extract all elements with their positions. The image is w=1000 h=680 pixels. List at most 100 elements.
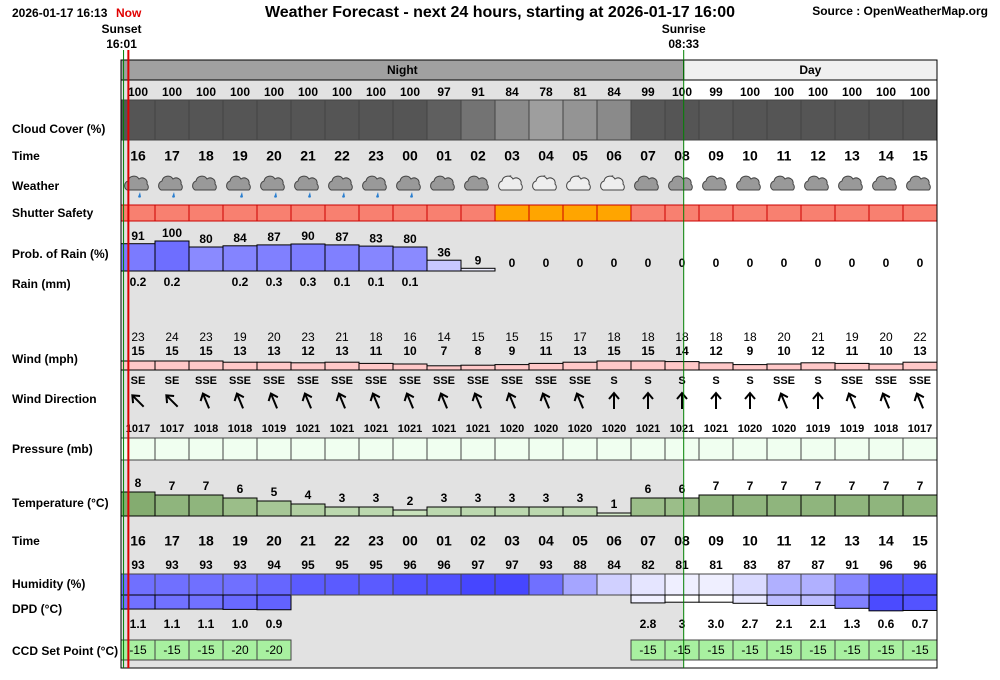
cloud-value: 100 (230, 85, 250, 99)
wind-arrow (573, 392, 585, 409)
temp-value: 7 (781, 479, 788, 493)
rain-prob-bar (290, 243, 326, 272)
wind-dir: SSE (569, 375, 591, 387)
wind-arrow (676, 391, 688, 409)
humidity-value: 96 (879, 558, 893, 572)
temp-bar (154, 494, 190, 517)
raindrop (376, 192, 379, 198)
hour: 14 (878, 148, 894, 164)
dpd-cell (902, 594, 938, 611)
rain-prob-value: 0 (747, 256, 754, 270)
rain-mm-value: 0.1 (402, 275, 419, 289)
pressure-value: 1021 (466, 423, 490, 435)
dpd-value: 0.9 (266, 617, 283, 631)
cloud-value: 100 (774, 85, 794, 99)
shutter-cell (358, 204, 394, 222)
rain-prob-value: 87 (335, 230, 349, 244)
humidity-value: 87 (811, 558, 825, 572)
humidity-value: 95 (301, 558, 315, 572)
cloud (872, 175, 897, 191)
wind-dir: S (746, 375, 753, 387)
wind-gust: 20 (879, 330, 893, 344)
dpd-cell (222, 594, 258, 610)
pressure-value: 1019 (840, 423, 864, 435)
raindrop (308, 192, 311, 198)
hour: 23 (368, 533, 384, 549)
temp-value: 3 (373, 491, 380, 505)
temp-bar (596, 512, 632, 517)
rain-prob-value: 90 (301, 229, 315, 243)
weather-icon (600, 174, 625, 191)
wind-speed: 15 (607, 344, 621, 358)
dpd-value: 3.0 (708, 617, 725, 631)
wind-bar (834, 362, 870, 371)
shutter-cell (766, 204, 802, 222)
row-label: Pressure (mb) (12, 442, 93, 456)
temp-bar (392, 509, 428, 517)
humidity-cell (392, 573, 428, 596)
raindrop (342, 192, 345, 198)
humidity-value: 84 (607, 558, 621, 572)
wind-arrow (301, 392, 313, 409)
shutter-cell (426, 204, 462, 222)
arrow (913, 392, 925, 409)
hour: 16 (130, 148, 146, 164)
humidity-cell (188, 573, 224, 596)
shutter-cell (222, 204, 258, 222)
shutter-cell (460, 204, 496, 222)
hour: 11 (777, 533, 792, 549)
wind-dir: S (644, 375, 651, 387)
weather-icon (430, 175, 455, 191)
pressure-cell (222, 437, 258, 461)
cloud-value: 84 (505, 85, 519, 99)
humidity-value: 97 (505, 558, 519, 572)
rain-prob-value: 0 (509, 256, 516, 270)
hour: 00 (402, 148, 418, 164)
cloud-cell (766, 99, 802, 141)
temp-bar (800, 494, 836, 517)
cloud (124, 175, 149, 191)
rain-prob-value: 0 (679, 256, 686, 270)
pressure-value: 1021 (670, 423, 694, 435)
cloud-cell (290, 99, 326, 141)
temp-value: 6 (237, 482, 244, 496)
cloud (498, 175, 523, 191)
pressure-cell (562, 437, 598, 461)
wind-arrow (812, 391, 824, 409)
wind-speed: 13 (267, 344, 281, 358)
arrow (267, 392, 279, 409)
row-label: Time (12, 149, 40, 163)
wind-bar (494, 364, 530, 371)
pressure-cell (596, 437, 632, 461)
dpd-cell (868, 594, 904, 612)
wind-arrow (403, 392, 415, 409)
wind-dir: SSE (773, 375, 795, 387)
shutter-cell (630, 204, 666, 222)
humidity-cell (562, 573, 598, 596)
hour: 18 (198, 533, 214, 549)
cloud-cell (188, 99, 224, 141)
wind-arrow (879, 392, 891, 409)
arrow (335, 392, 347, 409)
wind-gust: 18 (641, 330, 655, 344)
humidity-value: 91 (845, 558, 859, 572)
weather-icon (872, 175, 897, 191)
cloud (906, 175, 931, 191)
wind-bar (460, 364, 496, 371)
wind-speed: 10 (777, 344, 791, 358)
raindrop (274, 192, 277, 198)
arrow (369, 392, 381, 409)
weather-icon (192, 175, 217, 191)
pressure-value: 1020 (602, 423, 626, 435)
humidity-value: 93 (199, 558, 213, 572)
cloud (396, 175, 421, 191)
hour: 07 (640, 533, 656, 549)
temp-bar (120, 491, 156, 517)
weather-icon (124, 175, 149, 198)
wind-speed: 12 (709, 344, 723, 358)
wind-arrow (777, 392, 789, 409)
hour: 13 (844, 533, 860, 549)
pressure-value: 1021 (398, 423, 422, 435)
pressure-value: 1020 (568, 423, 592, 435)
cloud (600, 175, 625, 191)
